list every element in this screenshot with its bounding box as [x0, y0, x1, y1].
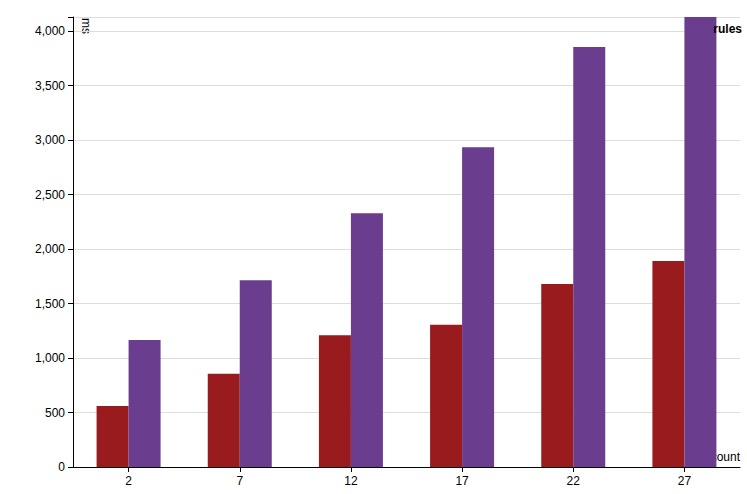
svg-text:500: 500 [45, 406, 65, 420]
svg-text:12: 12 [344, 474, 358, 488]
svg-text:22: 22 [567, 474, 581, 488]
svg-text:7: 7 [236, 474, 243, 488]
svg-text:rules: rules [713, 22, 742, 36]
svg-text:4,000: 4,000 [35, 24, 65, 38]
svg-text:ms: ms [79, 18, 93, 34]
svg-text:2,000: 2,000 [35, 242, 65, 256]
svg-text:3,000: 3,000 [35, 133, 65, 147]
svg-text:3,500: 3,500 [35, 79, 65, 93]
svg-text:17: 17 [455, 474, 469, 488]
svg-text:27: 27 [678, 474, 692, 488]
svg-text:count: count [710, 450, 740, 464]
svg-text:0: 0 [58, 460, 65, 474]
svg-text:1,500: 1,500 [35, 297, 65, 311]
svg-text:2: 2 [125, 474, 132, 488]
svg-text:1,000: 1,000 [35, 351, 65, 365]
svg-text:2,500: 2,500 [35, 188, 65, 202]
